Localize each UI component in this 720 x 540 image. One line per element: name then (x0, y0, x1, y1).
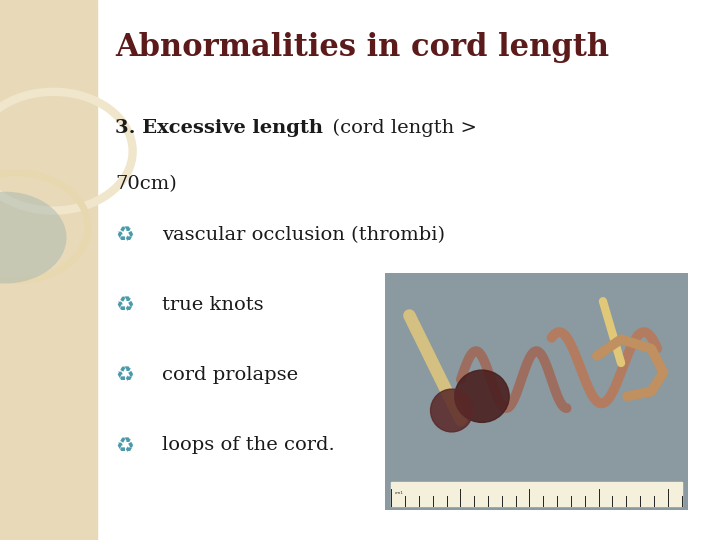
Text: 3. Excessive length: 3. Excessive length (115, 119, 323, 137)
Text: 70cm): 70cm) (115, 176, 177, 193)
Text: vascular occlusion (thrombi): vascular occlusion (thrombi) (162, 226, 445, 244)
Text: ♻: ♻ (115, 295, 134, 315)
Bar (391, 482, 682, 505)
Text: cord prolapse: cord prolapse (162, 366, 298, 384)
Text: Abnormalities in cord length: Abnormalities in cord length (115, 32, 609, 63)
Ellipse shape (455, 370, 509, 422)
Ellipse shape (431, 389, 473, 432)
Text: loops of the cord.: loops of the cord. (162, 436, 335, 455)
Text: ♻: ♻ (115, 365, 134, 386)
Circle shape (0, 192, 66, 284)
Text: (cord length >: (cord length > (320, 119, 484, 137)
Bar (0, 0, 97, 540)
Text: ♻: ♻ (115, 225, 134, 245)
Text: true knots: true knots (162, 296, 264, 314)
Text: cm1: cm1 (395, 491, 403, 495)
Text: ♻: ♻ (115, 435, 134, 456)
